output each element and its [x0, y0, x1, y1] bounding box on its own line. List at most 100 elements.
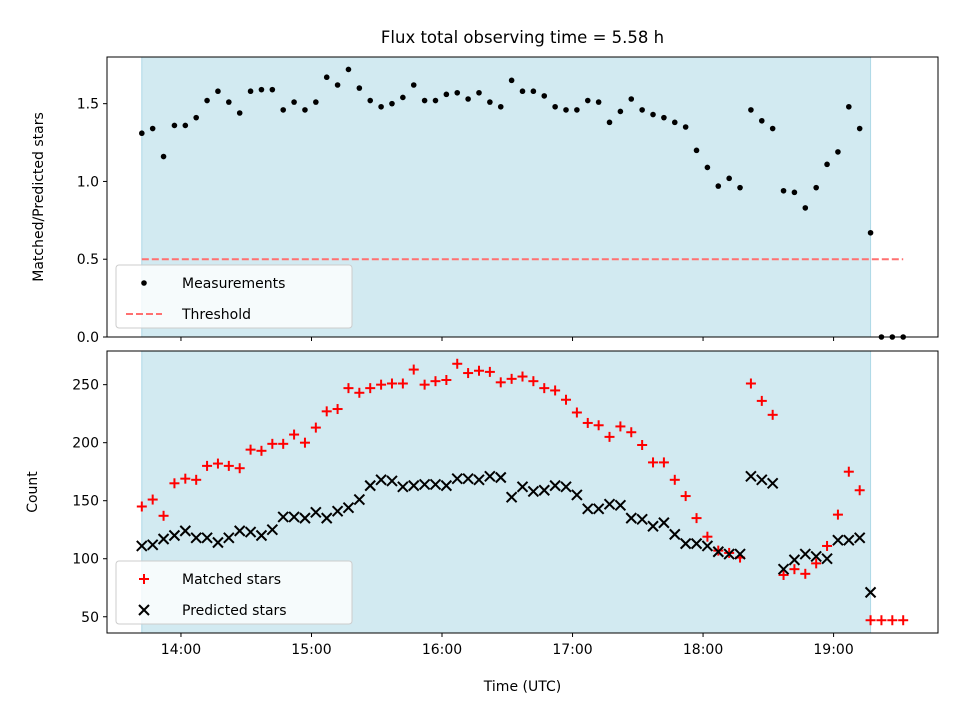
- predicted-star-point: [527, 485, 540, 498]
- predicted-star-point: [168, 529, 181, 542]
- bottom-axes-frame: [106, 350, 939, 634]
- predicted-star-point: [538, 484, 550, 496]
- measurement-point: [758, 117, 765, 124]
- predicted-star-point: [190, 532, 202, 544]
- matched-star-point: [354, 387, 365, 398]
- measurement-point: [432, 97, 439, 104]
- measurement-point: [367, 97, 374, 104]
- measurement-point: [193, 114, 199, 121]
- measurement-point: [421, 97, 428, 104]
- measurement-point: [410, 82, 417, 88]
- measurement-point: [356, 85, 363, 91]
- matched-star-point: [256, 445, 267, 456]
- predicted-star-point: [723, 548, 735, 560]
- measurement-point: [334, 82, 341, 88]
- predicted-star-point: [266, 524, 279, 536]
- matched-star-point: [778, 569, 789, 580]
- bottom-axes: 50 100 150 200 250 14:00 15:00 16:00 17:00 18:00…: [25, 350, 939, 695]
- measurement-point: [226, 99, 232, 105]
- measurement-point: [813, 184, 819, 191]
- matched-star-point: [561, 394, 572, 405]
- matched-star-point: [887, 615, 898, 626]
- matched-star-point: [843, 466, 854, 477]
- x-tick-label: 17:00: [552, 642, 592, 658]
- predicted-star-point: [864, 586, 877, 599]
- matched-star-point: [539, 383, 550, 394]
- matched-star-point: [550, 385, 561, 396]
- measurement-point: [378, 103, 384, 110]
- measurement-point: [682, 124, 689, 130]
- measurement-point: [389, 100, 395, 107]
- measurement-point: [519, 88, 526, 95]
- predicted-star-point: [321, 512, 333, 524]
- top-legend: Measurements Threshold: [115, 264, 353, 329]
- measurement-point: [269, 86, 276, 93]
- matched-star-point: [376, 379, 387, 390]
- predicted-star-point: [451, 472, 463, 485]
- bottom-y-axis-label: Count: [25, 471, 41, 513]
- measurement-point: [726, 175, 732, 182]
- matched-star-point: [430, 376, 441, 387]
- matched-star-point: [811, 558, 822, 569]
- matched-star-point: [800, 568, 811, 579]
- measurement-point: [465, 96, 471, 102]
- matched-star-point: [191, 474, 202, 485]
- predicted-star-point: [179, 525, 192, 537]
- measurement-point: [182, 122, 189, 129]
- matched-star-point: [321, 406, 332, 417]
- measurement-point: [737, 184, 743, 191]
- predicted-star-point: [331, 505, 344, 517]
- y-tick-label: 0.0: [77, 330, 99, 346]
- legend-label: Predicted stars: [182, 603, 287, 619]
- measurement-point: [628, 96, 635, 102]
- matched-star-point: [223, 460, 234, 471]
- predicted-star-point: [745, 470, 757, 483]
- measurement-point: [617, 108, 624, 115]
- predicted-star-point: [288, 511, 300, 523]
- matched-star-point: [180, 473, 191, 484]
- predicted-star-point: [375, 474, 387, 486]
- matched-star-point: [691, 513, 702, 524]
- top-y-axis-label: Matched/Predicted stars: [31, 112, 47, 282]
- matched-star-point: [484, 366, 495, 377]
- predicted-star-point: [244, 526, 257, 538]
- predicted-star-point: [505, 491, 518, 503]
- measurement-point: [748, 107, 754, 113]
- measurement-point: [345, 66, 352, 73]
- measurement-point: [780, 187, 787, 194]
- measurement-point: [171, 122, 178, 129]
- matched-star-point: [626, 427, 637, 438]
- matched-star-point: [267, 438, 278, 449]
- predicted-star-point: [734, 548, 746, 560]
- predicted-star-point: [342, 501, 355, 514]
- matched-star-point: [832, 509, 843, 520]
- measurement-point: [247, 88, 254, 95]
- predicted-star-point: [571, 489, 583, 501]
- measurement-point: [236, 110, 243, 116]
- measurement-point: [280, 107, 287, 113]
- x-tick-label: 16:00: [422, 642, 462, 658]
- predicted-star-point: [810, 550, 822, 563]
- measurement-point: [476, 89, 482, 96]
- measurement-point: [867, 229, 874, 236]
- matched-star-point: [365, 383, 376, 394]
- matched-star-point: [865, 615, 876, 626]
- matched-star-point: [299, 437, 310, 448]
- measurement-point: [704, 164, 711, 171]
- predicted-star-point: [495, 471, 507, 484]
- matched-star-point: [789, 564, 800, 575]
- measurement-point: [313, 99, 319, 105]
- matched-star-point: [419, 379, 430, 390]
- predicted-star-point: [462, 472, 474, 485]
- matched-star-point: [582, 417, 593, 428]
- predicted-star-point: [277, 511, 289, 523]
- matched-star-point: [158, 510, 169, 521]
- matched-star-point: [648, 457, 659, 468]
- y-tick-label: 150: [72, 494, 99, 510]
- y-tick-label: 200: [72, 436, 99, 452]
- measurement-point: [323, 74, 330, 81]
- predicted-star-point: [560, 481, 572, 493]
- measurement-point: [574, 107, 580, 113]
- matched-star-point: [854, 485, 865, 496]
- measurement-point: [302, 107, 308, 113]
